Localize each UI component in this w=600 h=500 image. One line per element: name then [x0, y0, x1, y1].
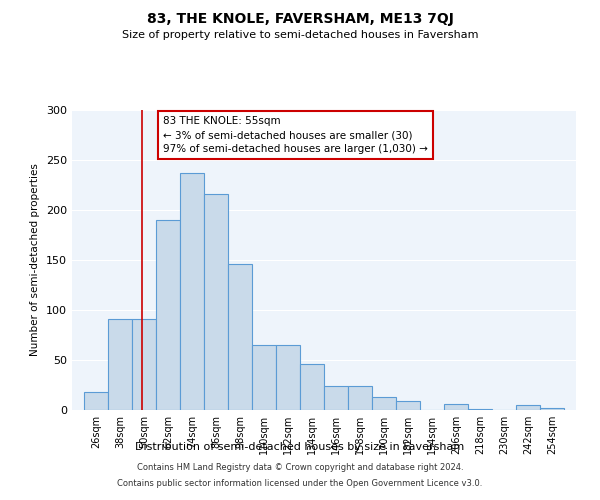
Bar: [204, 194, 228, 410]
Bar: [444, 404, 468, 410]
Bar: [300, 364, 324, 410]
Bar: [468, 409, 492, 410]
Text: Contains HM Land Registry data © Crown copyright and database right 2024.: Contains HM Land Registry data © Crown c…: [137, 464, 463, 472]
Bar: [108, 319, 132, 410]
Text: 83 THE KNOLE: 55sqm
← 3% of semi-detached houses are smaller (30)
97% of semi-de: 83 THE KNOLE: 55sqm ← 3% of semi-detache…: [163, 116, 428, 154]
Text: Contains public sector information licensed under the Open Government Licence v3: Contains public sector information licen…: [118, 478, 482, 488]
Bar: [372, 397, 396, 410]
Bar: [348, 386, 372, 410]
Bar: [276, 345, 300, 410]
Y-axis label: Number of semi-detached properties: Number of semi-detached properties: [31, 164, 40, 356]
Bar: [396, 401, 420, 410]
Bar: [540, 408, 564, 410]
Text: Distribution of semi-detached houses by size in Faversham: Distribution of semi-detached houses by …: [136, 442, 464, 452]
Bar: [516, 405, 540, 410]
Text: 83, THE KNOLE, FAVERSHAM, ME13 7QJ: 83, THE KNOLE, FAVERSHAM, ME13 7QJ: [146, 12, 454, 26]
Bar: [180, 173, 204, 410]
Text: Size of property relative to semi-detached houses in Faversham: Size of property relative to semi-detach…: [122, 30, 478, 40]
Bar: [324, 386, 348, 410]
Bar: [156, 220, 180, 410]
Bar: [84, 392, 108, 410]
Bar: [228, 264, 252, 410]
Bar: [132, 319, 156, 410]
Bar: [252, 345, 276, 410]
